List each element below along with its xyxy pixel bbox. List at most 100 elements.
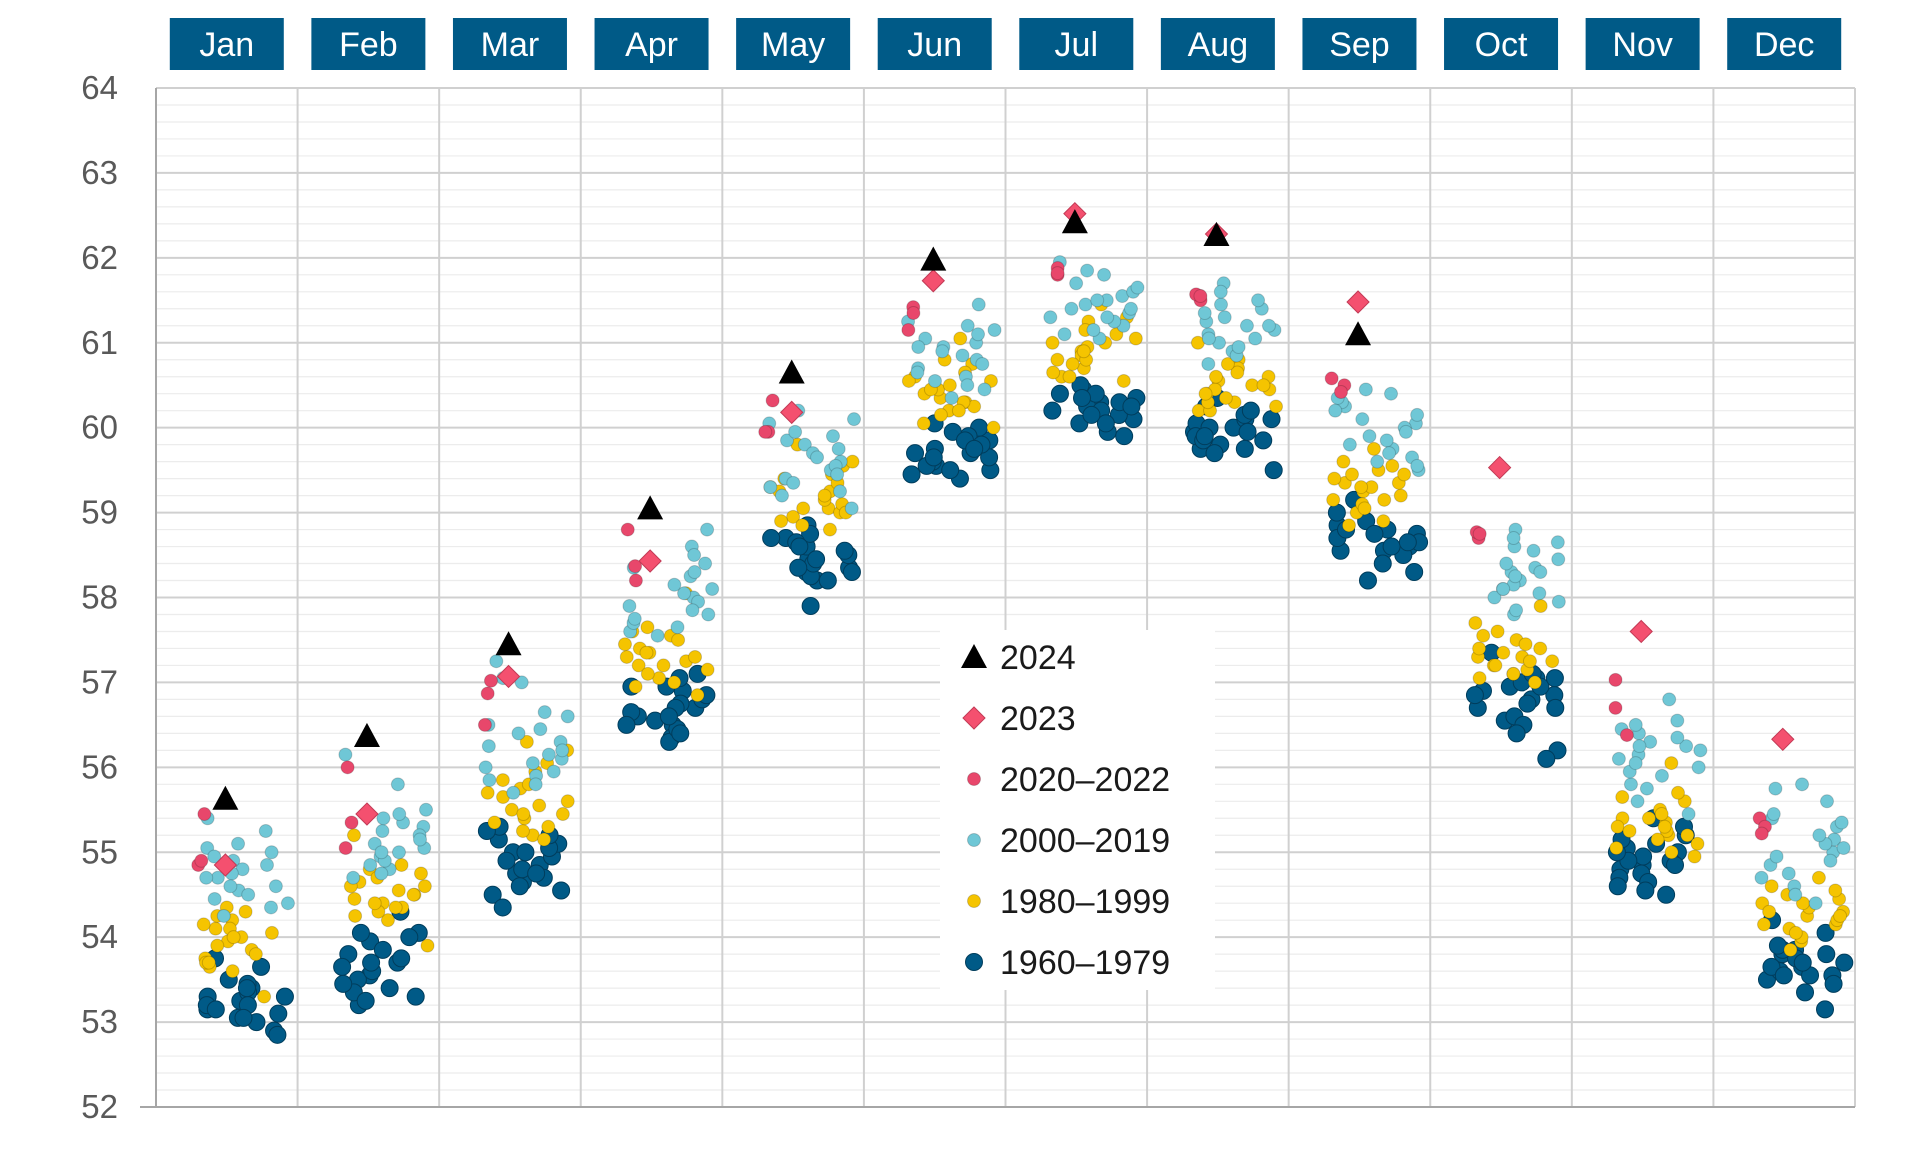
data-point-1960-1979 bbox=[362, 953, 381, 972]
data-point-2000-2019 bbox=[1382, 446, 1397, 461]
y-tick-label: 62 bbox=[81, 239, 118, 276]
legend-item-1980-1999: 1980–1999 bbox=[967, 883, 1170, 921]
data-point-2000-2019 bbox=[927, 373, 942, 388]
data-point-2000-2019 bbox=[1628, 717, 1643, 732]
data-point-1980-1999 bbox=[1610, 819, 1625, 834]
data-point-1960-1979 bbox=[1264, 461, 1283, 480]
data-point-2000-2019 bbox=[1769, 849, 1784, 864]
data-point-2000-2019 bbox=[977, 382, 992, 397]
legend-marker bbox=[967, 833, 981, 847]
data-point-2000-2019 bbox=[259, 857, 274, 872]
data-point-1980-1999 bbox=[201, 955, 216, 970]
data-point-1980-1999 bbox=[1622, 824, 1637, 839]
month-label: Mar bbox=[481, 26, 540, 64]
data-point-1960-1979 bbox=[1835, 953, 1854, 972]
month-header-mar: Mar bbox=[452, 18, 567, 70]
data-point-2000-2019 bbox=[1130, 280, 1145, 295]
data-point-1980-1999 bbox=[796, 501, 811, 516]
data-point-2000-2019 bbox=[1670, 713, 1685, 728]
data-point-1980-1999 bbox=[1385, 458, 1400, 473]
data-point-2020-2022 bbox=[1193, 289, 1208, 304]
data-point-1960-1979 bbox=[1241, 401, 1260, 420]
data-point-1960-1979 bbox=[1793, 953, 1812, 972]
data-point-1980-1999 bbox=[953, 331, 968, 346]
month-label: Dec bbox=[1754, 26, 1814, 64]
data-point-2000-2019 bbox=[810, 450, 825, 465]
data-point-1960-1979 bbox=[497, 851, 516, 870]
data-point-2000-2019 bbox=[1628, 756, 1643, 771]
legend-marker bbox=[961, 644, 987, 669]
month-header-bg bbox=[1160, 18, 1275, 70]
data-point-2023 bbox=[1629, 619, 1653, 644]
data-point-2024 bbox=[920, 246, 947, 271]
data-point-2000-2019 bbox=[971, 327, 986, 342]
month-header-oct: Oct bbox=[1444, 18, 1559, 70]
data-point-2000-2019 bbox=[1662, 692, 1677, 707]
data-point-2000-2019 bbox=[1526, 543, 1541, 558]
y-tick-label: 53 bbox=[81, 1003, 118, 1040]
data-point-1960-1979 bbox=[1816, 923, 1835, 942]
data-point-1980-1999 bbox=[1522, 654, 1537, 669]
data-point-1980-1999 bbox=[1488, 658, 1503, 673]
data-point-1980-1999 bbox=[1366, 441, 1381, 456]
data-point-2000-2019 bbox=[1342, 437, 1357, 452]
data-point-1980-1999 bbox=[1050, 352, 1065, 367]
data-point-1980-1999 bbox=[1354, 480, 1369, 495]
series-2020-2022 bbox=[191, 261, 1772, 872]
data-point-1960-1979 bbox=[924, 448, 943, 467]
data-point-1960-1979 bbox=[671, 724, 690, 743]
data-point-2000-2019 bbox=[763, 480, 778, 495]
data-point-2000-2019 bbox=[960, 318, 975, 333]
data-point-2000-2019 bbox=[698, 556, 713, 571]
data-point-1980-1999 bbox=[656, 658, 671, 673]
data-point-1960-1979 bbox=[818, 571, 837, 590]
data-point-2020-2022 bbox=[197, 807, 212, 822]
data-point-1980-1999 bbox=[1128, 331, 1143, 346]
data-point-1980-1999 bbox=[1783, 942, 1798, 957]
data-point-2020-2022 bbox=[483, 673, 498, 688]
data-point-2000-2019 bbox=[1362, 429, 1377, 444]
month-label: Sep bbox=[1329, 26, 1390, 64]
data-point-1960-1979 bbox=[333, 957, 352, 976]
data-point-1980-1999 bbox=[1641, 811, 1656, 826]
data-point-1980-1999 bbox=[1327, 471, 1342, 486]
data-point-1960-1979 bbox=[1235, 439, 1254, 458]
data-point-1960-1979 bbox=[835, 541, 854, 560]
data-point-2000-2019 bbox=[489, 654, 504, 669]
data-point-2023 bbox=[496, 664, 521, 689]
data-point-2000-2019 bbox=[1795, 777, 1810, 792]
data-point-2020-2022 bbox=[1608, 700, 1623, 715]
data-point-2000-2019 bbox=[412, 832, 427, 847]
data-point-1980-1999 bbox=[504, 802, 519, 817]
data-point-2000-2019 bbox=[268, 879, 283, 894]
data-point-2023 bbox=[1771, 727, 1795, 752]
data-point-1960-1979 bbox=[527, 864, 546, 883]
data-point-1980-1999 bbox=[639, 645, 654, 660]
data-point-2000-2019 bbox=[833, 484, 848, 499]
month-label: Oct bbox=[1475, 26, 1528, 64]
data-point-2023 bbox=[1346, 290, 1370, 314]
data-point-1960-1979 bbox=[392, 949, 411, 968]
data-point-1980-1999 bbox=[1344, 467, 1359, 482]
data-point-2020-2022 bbox=[1619, 728, 1634, 743]
legend-item-1960-1979: 1960–1979 bbox=[965, 944, 1170, 982]
data-point-1960-1979 bbox=[842, 563, 861, 582]
data-point-1960-1979 bbox=[483, 885, 502, 904]
data-point-2000-2019 bbox=[511, 726, 526, 741]
data-point-2000-2019 bbox=[1057, 327, 1072, 342]
legend-box bbox=[940, 630, 1215, 990]
data-point-1980-1999 bbox=[667, 675, 682, 690]
data-point-2000-2019 bbox=[1217, 310, 1232, 325]
data-point-2000-2019 bbox=[1043, 310, 1058, 325]
data-point-1980-1999 bbox=[1506, 666, 1521, 681]
y-tick-label: 54 bbox=[81, 918, 118, 955]
data-point-2000-2019 bbox=[346, 870, 361, 885]
data-point-2020-2022 bbox=[758, 424, 773, 439]
data-point-2020-2022 bbox=[480, 686, 495, 701]
month-label: Aug bbox=[1188, 26, 1249, 64]
data-point-2000-2019 bbox=[1398, 424, 1413, 439]
data-point-2000-2019 bbox=[1231, 339, 1246, 354]
data-point-1980-1999 bbox=[420, 938, 435, 953]
